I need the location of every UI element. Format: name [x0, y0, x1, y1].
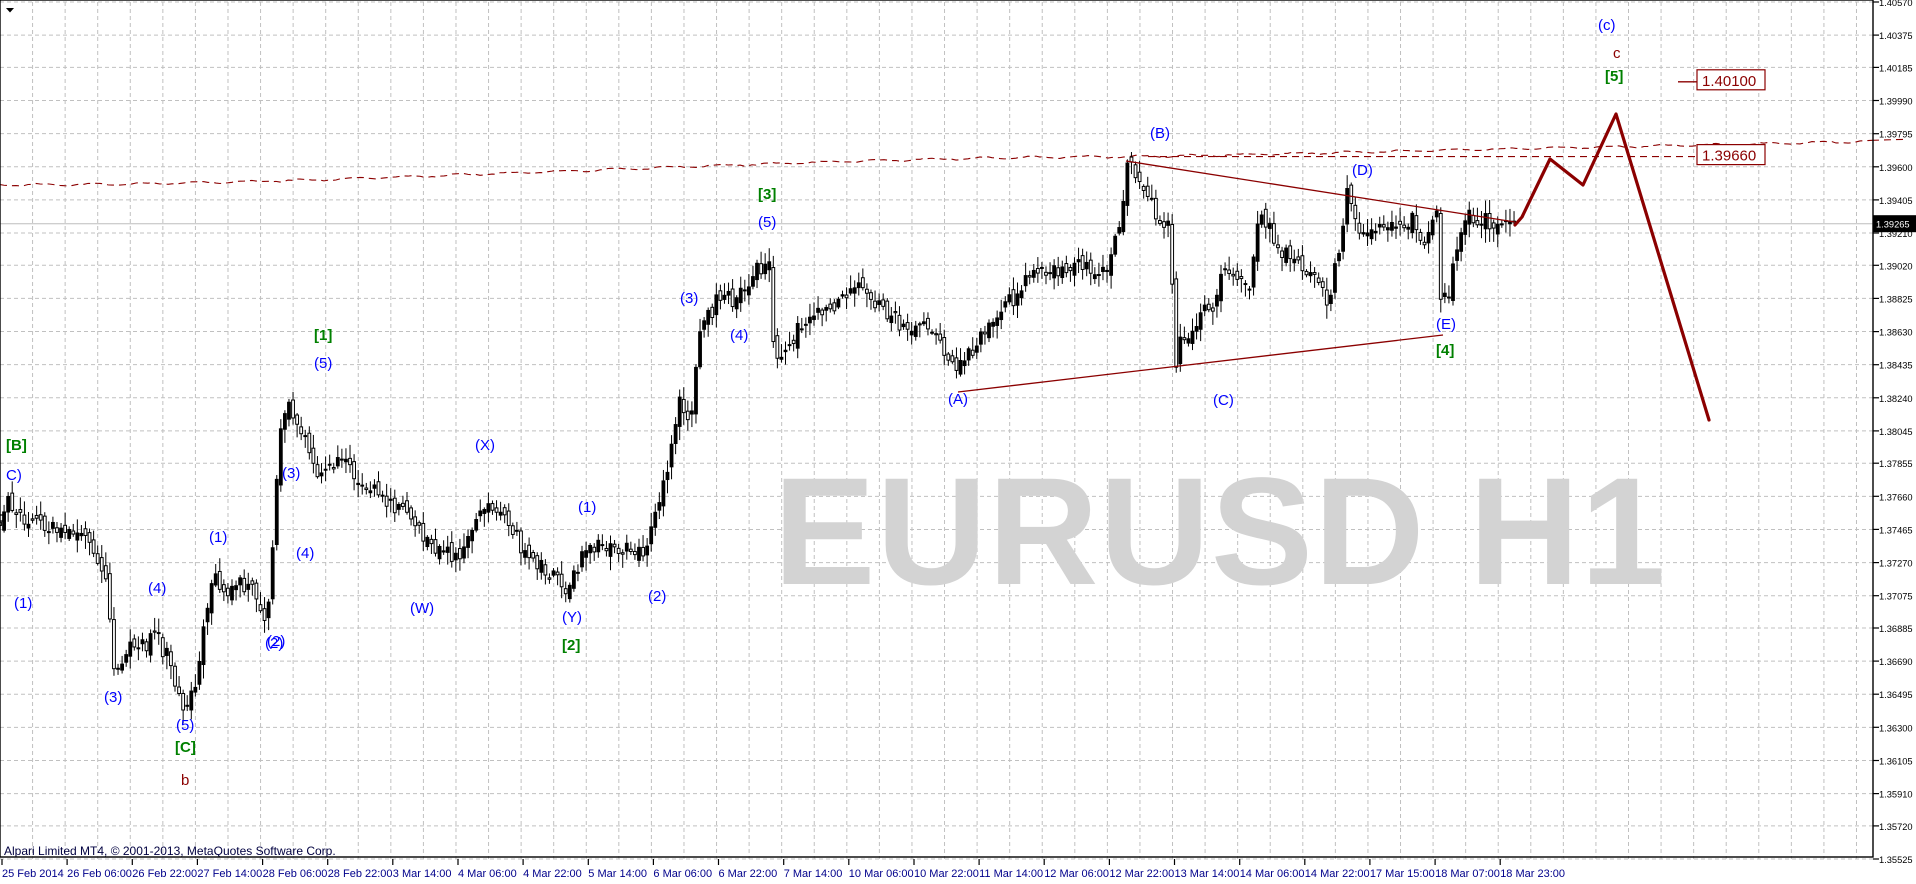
svg-text:1.39990: 1.39990: [1879, 97, 1913, 107]
svg-text:(1): (1): [14, 595, 32, 612]
svg-text:6 Mar 06:00: 6 Mar 06:00: [653, 868, 712, 880]
svg-text:EURUSD H1: EURUSD H1: [773, 446, 1666, 617]
svg-text:(5): (5): [758, 214, 776, 231]
svg-text:(4): (4): [148, 580, 166, 597]
svg-text:(5): (5): [176, 717, 194, 734]
svg-text:1.35525: 1.35525: [1879, 855, 1913, 865]
svg-text:1.38825: 1.38825: [1879, 294, 1913, 304]
svg-text:10 Mar 06:00: 10 Mar 06:00: [849, 868, 914, 880]
svg-text:10 Mar 22:00: 10 Mar 22:00: [914, 868, 979, 880]
svg-text:1.39210: 1.39210: [1879, 229, 1913, 239]
svg-text:[1]: [1]: [314, 327, 332, 344]
svg-text:1.37270: 1.37270: [1879, 559, 1913, 569]
svg-text:1.35910: 1.35910: [1879, 790, 1913, 800]
svg-text:1.40570: 1.40570: [1879, 0, 1913, 8]
svg-text:13 Mar 14:00: 13 Mar 14:00: [1175, 868, 1240, 880]
svg-text:1.39600: 1.39600: [1879, 163, 1913, 173]
svg-text:b: b: [181, 772, 189, 789]
svg-text:17 Mar 15:00: 17 Mar 15:00: [1370, 868, 1435, 880]
svg-text:18 Mar 23:00: 18 Mar 23:00: [1500, 868, 1565, 880]
svg-text:(2): (2): [267, 633, 285, 650]
svg-text:5 Mar 14:00: 5 Mar 14:00: [588, 868, 647, 880]
svg-text:[2]: [2]: [562, 637, 580, 654]
svg-text:(C): (C): [1213, 392, 1234, 409]
svg-text:1.36495: 1.36495: [1879, 690, 1913, 700]
svg-text:27 Feb 14:00: 27 Feb 14:00: [197, 868, 262, 880]
svg-text:(3): (3): [104, 689, 122, 706]
svg-text:1.40185: 1.40185: [1879, 63, 1913, 73]
svg-text:(E): (E): [1436, 316, 1456, 333]
svg-text:1.39660: 1.39660: [1702, 148, 1756, 165]
svg-text:1.36105: 1.36105: [1879, 757, 1913, 767]
svg-text:18 Mar 07:00: 18 Mar 07:00: [1435, 868, 1500, 880]
svg-text:1.37465: 1.37465: [1879, 525, 1913, 535]
svg-text:1.40375: 1.40375: [1879, 31, 1913, 41]
svg-text:(D): (D): [1352, 162, 1373, 179]
svg-text:(X): (X): [475, 437, 495, 454]
svg-text:1.37855: 1.37855: [1879, 459, 1913, 469]
svg-text:1.37660: 1.37660: [1879, 492, 1913, 502]
svg-text:1.37075: 1.37075: [1879, 592, 1913, 602]
svg-text:28 Feb 22:00: 28 Feb 22:00: [328, 868, 393, 880]
svg-text:12 Mar 22:00: 12 Mar 22:00: [1109, 868, 1174, 880]
svg-text:(4): (4): [296, 545, 314, 562]
svg-text:(3): (3): [282, 465, 300, 482]
svg-text:(B): (B): [1150, 125, 1170, 142]
svg-text:Alpari Limited MT4, © 2001-201: Alpari Limited MT4, © 2001-2013, MetaQuo…: [4, 844, 336, 858]
svg-text:14 Mar 22:00: 14 Mar 22:00: [1305, 868, 1370, 880]
svg-text:1.39795: 1.39795: [1879, 130, 1913, 140]
svg-text:[3]: [3]: [758, 186, 776, 203]
svg-text:c: c: [1613, 45, 1621, 62]
svg-text:1.40100: 1.40100: [1702, 73, 1756, 90]
svg-text:28 Feb 06:00: 28 Feb 06:00: [263, 868, 328, 880]
svg-text:(c): (c): [1598, 17, 1616, 34]
svg-text:1.38435: 1.38435: [1879, 361, 1913, 371]
svg-text:1.35720: 1.35720: [1879, 822, 1913, 832]
svg-text:6 Mar 22:00: 6 Mar 22:00: [719, 868, 778, 880]
svg-text:C): C): [6, 467, 22, 484]
svg-text:1.38630: 1.38630: [1879, 328, 1913, 338]
svg-text:(W): (W): [410, 600, 434, 617]
svg-text:(1): (1): [209, 529, 227, 546]
svg-text:[4]: [4]: [1436, 342, 1454, 359]
svg-text:7 Mar 14:00: 7 Mar 14:00: [784, 868, 843, 880]
svg-text:1.38240: 1.38240: [1879, 394, 1913, 404]
svg-text:1.36690: 1.36690: [1879, 657, 1913, 667]
svg-text:3 Mar 14:00: 3 Mar 14:00: [393, 868, 452, 880]
svg-text:14 Mar 06:00: 14 Mar 06:00: [1240, 868, 1305, 880]
svg-text:12 Mar 06:00: 12 Mar 06:00: [1044, 868, 1109, 880]
svg-text:1.39265: 1.39265: [1876, 220, 1910, 230]
svg-text:(Y): (Y): [562, 609, 582, 626]
svg-text:4 Mar 22:00: 4 Mar 22:00: [523, 868, 582, 880]
svg-text:26 Feb 22:00: 26 Feb 22:00: [132, 868, 197, 880]
svg-text:1.38045: 1.38045: [1879, 427, 1913, 437]
svg-text:1.36885: 1.36885: [1879, 624, 1913, 634]
svg-text:(A): (A): [948, 391, 968, 408]
svg-text:25 Feb 2014: 25 Feb 2014: [2, 868, 64, 880]
svg-text:1.36300: 1.36300: [1879, 723, 1913, 733]
svg-text:(2): (2): [648, 588, 666, 605]
svg-text:[C]: [C]: [175, 739, 196, 756]
svg-text:(5): (5): [314, 355, 332, 372]
svg-text:1.39020: 1.39020: [1879, 261, 1913, 271]
svg-text:1.39405: 1.39405: [1879, 196, 1913, 206]
svg-text:[5]: [5]: [1605, 68, 1623, 85]
svg-text:[B]: [B]: [6, 437, 27, 454]
svg-text:11 Mar 14:00: 11 Mar 14:00: [979, 868, 1043, 880]
svg-text:26 Feb 06:00: 26 Feb 06:00: [67, 868, 132, 880]
svg-text:4 Mar 06:00: 4 Mar 06:00: [458, 868, 517, 880]
svg-text:(3): (3): [680, 290, 698, 307]
svg-text:(4): (4): [730, 327, 748, 344]
svg-text:(1): (1): [578, 499, 596, 516]
